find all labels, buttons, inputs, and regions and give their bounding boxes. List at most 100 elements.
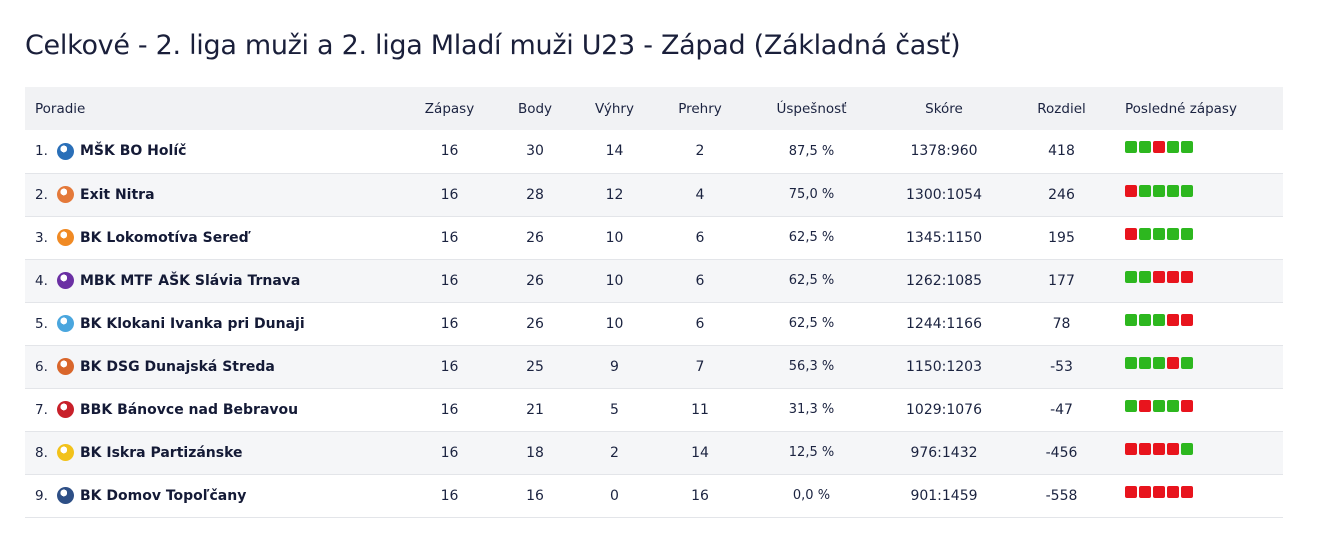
diff-cell: -53 <box>1050 358 1073 375</box>
win-marker[interactable] <box>1139 141 1151 154</box>
win-marker[interactable] <box>1167 227 1179 240</box>
loss-marker[interactable] <box>1153 270 1165 283</box>
table-row[interactable]: 6. BK DSG Dunajská Streda 16 25 9 7 56,3 % 1150… <box>25 345 1283 388</box>
win-marker[interactable] <box>1153 399 1165 412</box>
win-marker[interactable] <box>1125 356 1137 369</box>
header-losses[interactable]: Prehry <box>678 100 722 117</box>
badge-logo-icon <box>57 401 74 418</box>
games-cell: 16 <box>440 143 459 160</box>
win-marker[interactable] <box>1139 356 1151 369</box>
loss-marker[interactable] <box>1125 442 1137 455</box>
win-marker[interactable] <box>1181 141 1193 154</box>
team-name-link[interactable]: BK Klokani Ivanka pri Dunaji <box>80 315 305 332</box>
team-name-link[interactable]: Exit Nitra <box>80 186 155 203</box>
losses-cell: 16 <box>691 487 709 504</box>
header-wins[interactable]: Výhry <box>595 100 634 117</box>
header-pct[interactable]: Úspešnosť <box>776 100 847 117</box>
team-name-link[interactable]: MBK MTF AŠK Slávia Trnava <box>80 272 301 289</box>
win-marker[interactable] <box>1125 270 1137 283</box>
loss-marker[interactable] <box>1125 227 1137 240</box>
win-marker[interactable] <box>1125 141 1137 154</box>
win-marker[interactable] <box>1125 399 1137 412</box>
rank-cell: 9. BK Domov Topoľčany <box>25 474 407 517</box>
header-rank[interactable]: Poradie <box>35 100 86 117</box>
table-row[interactable]: 5. BK Klokani Ivanka pri Dunaji 16 26 10 6 62,… <box>25 302 1283 345</box>
loss-marker[interactable] <box>1139 399 1151 412</box>
last-games <box>1125 485 1283 498</box>
diff-cell: 246 <box>1048 186 1075 203</box>
team-name-link[interactable]: MŠK BO Holíč <box>80 143 187 160</box>
loss-marker[interactable] <box>1181 270 1193 283</box>
loss-marker[interactable] <box>1153 141 1165 154</box>
win-marker[interactable] <box>1181 227 1193 240</box>
loss-marker[interactable] <box>1167 356 1179 369</box>
header-points[interactable]: Body <box>517 100 553 117</box>
team-name-link[interactable]: BBK Bánovce nad Bebravou <box>80 401 299 418</box>
losses-cell: 6 <box>695 272 705 289</box>
table-row[interactable]: 1. MŠK BO Holíč 16 30 14 2 87,5 % 1378:960 418 <box>25 130 1283 173</box>
table-row[interactable]: 9. BK Domov Topoľčany 16 16 0 16 0,0 % 901:1459… <box>25 474 1283 517</box>
points-cell: 18 <box>526 444 544 461</box>
win-marker[interactable] <box>1167 399 1179 412</box>
losses-cell: 11 <box>691 401 709 418</box>
loss-marker[interactable] <box>1153 485 1165 498</box>
table-row[interactable]: 8. BK Iskra Partizánske 16 18 2 14 12,5 % 976:1… <box>25 431 1283 474</box>
crown-logo-icon <box>57 272 74 289</box>
team-cell: 6. BK DSG Dunajská Streda <box>35 358 407 375</box>
header-diff[interactable]: Rozdiel <box>1037 100 1086 117</box>
win-marker[interactable] <box>1139 270 1151 283</box>
games-cell: 16 <box>440 358 459 375</box>
points-cell: 16 <box>526 487 544 504</box>
loss-marker[interactable] <box>1167 270 1179 283</box>
win-marker[interactable] <box>1181 356 1193 369</box>
loss-marker[interactable] <box>1167 313 1179 326</box>
form-cell <box>1109 173 1283 216</box>
win-marker[interactable] <box>1125 313 1137 326</box>
team-name-link[interactable]: BK Lokomotíva Sereď <box>80 229 249 246</box>
games-cell: 16 <box>440 444 459 461</box>
loss-marker[interactable] <box>1139 442 1151 455</box>
loss-marker[interactable] <box>1167 442 1179 455</box>
loss-marker[interactable] <box>1153 442 1165 455</box>
win-marker[interactable] <box>1139 227 1151 240</box>
team-name-link[interactable]: BK Iskra Partizánske <box>80 444 243 461</box>
win-marker[interactable] <box>1153 313 1165 326</box>
win-marker[interactable] <box>1167 141 1179 154</box>
shield-logo-icon <box>57 487 74 504</box>
pct-cell: 62,5 % <box>788 316 835 331</box>
header-score[interactable]: Skóre <box>925 100 963 117</box>
loss-marker[interactable] <box>1167 485 1179 498</box>
header-form: Posledné zápasy <box>1125 100 1237 117</box>
rank-cell: 5. BK Klokani Ivanka pri Dunaji <box>25 302 407 345</box>
loss-marker[interactable] <box>1181 399 1193 412</box>
win-marker[interactable] <box>1139 313 1151 326</box>
win-marker[interactable] <box>1153 356 1165 369</box>
team-name-link[interactable]: BK DSG Dunajská Streda <box>80 358 275 375</box>
position: 8. <box>35 444 48 461</box>
wins-cell: 9 <box>610 358 619 375</box>
loss-marker[interactable] <box>1125 184 1137 197</box>
score-cell: 1029:1076 <box>906 401 982 418</box>
ball-logo-icon <box>57 358 74 375</box>
wins-cell: 10 <box>605 272 624 289</box>
table-row[interactable]: 7. BBK Bánovce nad Bebravou 16 21 5 11 31,3 % 1… <box>25 388 1283 431</box>
win-marker[interactable] <box>1167 184 1179 197</box>
header-games[interactable]: Zápasy <box>424 100 475 117</box>
table-row[interactable]: 3. BK Lokomotíva Sereď 16 26 10 6 62,5 % 1345:1… <box>25 216 1283 259</box>
loss-marker[interactable] <box>1181 485 1193 498</box>
diff-cell: 418 <box>1048 143 1075 160</box>
loss-marker[interactable] <box>1181 313 1193 326</box>
win-marker[interactable] <box>1181 184 1193 197</box>
loss-marker[interactable] <box>1125 485 1137 498</box>
form-cell <box>1109 259 1283 302</box>
team-name-link[interactable]: BK Domov Topoľčany <box>80 487 247 504</box>
pct-cell: 31,3 % <box>788 402 835 417</box>
table-row[interactable]: 4. MBK MTF AŠK Slávia Trnava 16 26 10 6 62,5 %… <box>25 259 1283 302</box>
win-marker[interactable] <box>1153 227 1165 240</box>
win-marker[interactable] <box>1153 184 1165 197</box>
loss-marker[interactable] <box>1139 485 1151 498</box>
kangaroo-logo-icon <box>57 315 74 332</box>
table-row[interactable]: 2. Exit Nitra 16 28 12 4 75,0 % 1300:1054 246 <box>25 173 1283 216</box>
win-marker[interactable] <box>1181 442 1193 455</box>
win-marker[interactable] <box>1139 184 1151 197</box>
